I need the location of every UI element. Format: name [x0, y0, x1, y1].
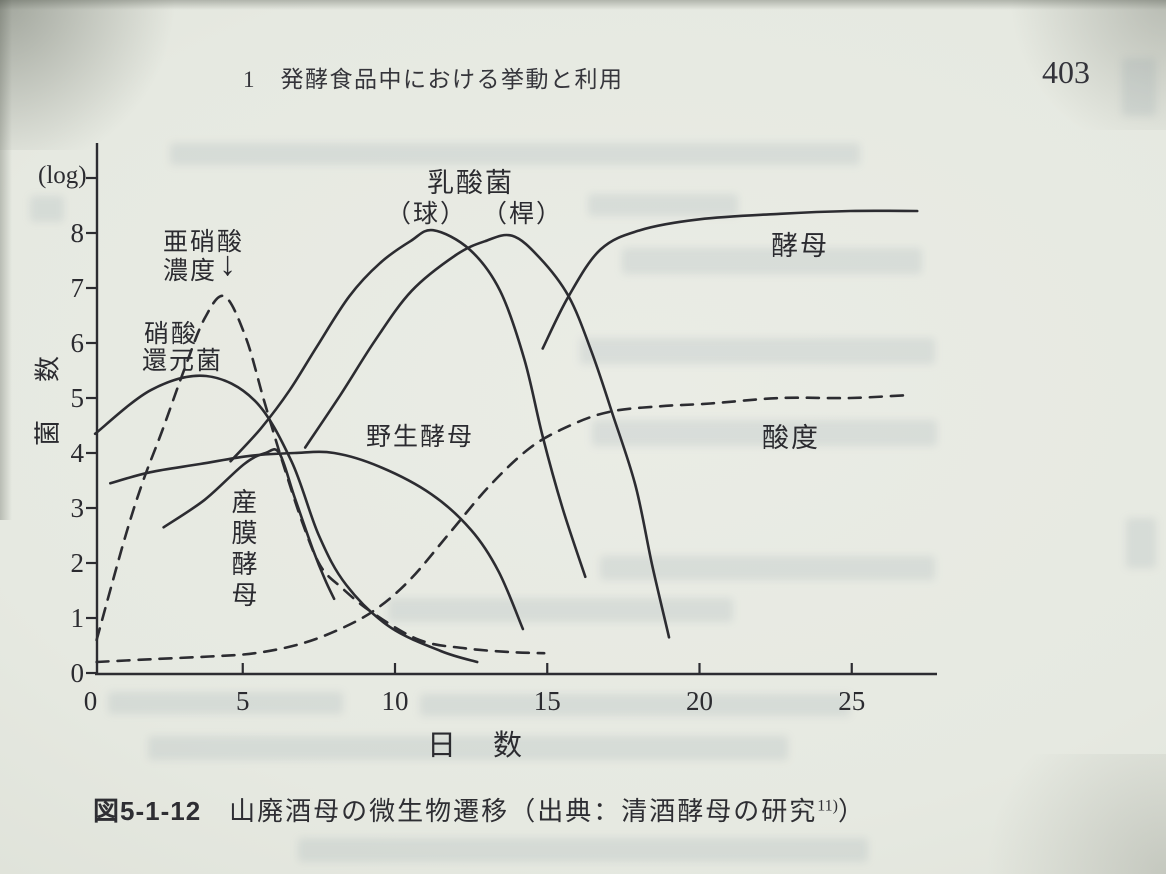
bleedthrough-artifact — [170, 143, 860, 165]
annotation-lab-rods: （桿） — [482, 201, 564, 228]
figure-caption-reference-mark: 11) — [817, 797, 838, 815]
y-tick-label: 2 — [70, 548, 85, 578]
figure-caption-source: （出典：清酒酵母の研究 — [509, 797, 818, 826]
down-arrow-icon: ↓ — [219, 246, 238, 283]
y-tick-label: 4 — [70, 438, 85, 468]
page-corner-shadow-top-left — [0, 0, 200, 150]
x-tick-label: 15 — [533, 686, 561, 716]
bleedthrough-artifact — [298, 838, 868, 862]
page-number: 403 — [1042, 54, 1090, 90]
page-edge-shadow-left — [0, 0, 12, 520]
annotation-acidity: 酸度 — [762, 423, 820, 453]
bleedthrough-artifact — [148, 736, 788, 760]
curve-nitrite_concentration — [95, 294, 546, 655]
y-tick-label: 8 — [70, 218, 85, 248]
figure-caption-number: 図5-1-12 — [93, 796, 202, 826]
y-axis-unit-label: (log) — [38, 162, 87, 189]
bleedthrough-artifact — [420, 694, 850, 716]
bleedthrough-artifact — [588, 194, 738, 216]
x-tick-label: 20 — [686, 686, 713, 716]
curve-wild_yeast — [109, 450, 525, 631]
y-tick-label: 1 — [70, 603, 85, 633]
curve-lactic_acid_bacteria_cocci — [229, 228, 587, 579]
annotation-lab-cocci: （球） — [386, 201, 468, 228]
y-tick-label: 7 — [70, 273, 85, 303]
curve-nitrate_reducing_bacteria — [93, 374, 479, 664]
bleedthrough-artifact — [622, 248, 922, 274]
y-tick-label: 0 — [70, 658, 85, 688]
annotation-lactic-acid-bacteria: 乳酸菌 — [427, 168, 514, 198]
annotation-wild-yeast: 野生酵母 — [366, 424, 475, 451]
annotation-nitrate-line1: 硝酸 — [144, 321, 199, 348]
bleedthrough-artifact — [388, 598, 733, 622]
bleedthrough-artifact — [108, 692, 343, 714]
page-corner-shadow-top-right — [986, 0, 1166, 130]
x-tick-label: 5 — [236, 686, 250, 716]
figure-caption-title: 山廃酒母の微生物遷移 — [229, 797, 510, 826]
x-axis-title: 日 数 — [427, 730, 527, 762]
running-head-section-title: 1 発酵食品中における挙動と利用 — [243, 67, 624, 92]
figure-caption: 図5-1-12 山廃酒母の微生物遷移（出典：清酒酵母の研究11)） — [93, 791, 866, 828]
annotation-nitrite-line2: 濃度 — [163, 258, 218, 285]
annotation-sake-yeast: 酵母 — [771, 231, 829, 261]
curve-acidity — [95, 394, 907, 664]
bleedthrough-artifact — [592, 420, 937, 446]
page-corner-shadow-bottom-right — [946, 754, 1166, 874]
y-tick-label: 3 — [70, 493, 85, 523]
bleedthrough-artifact — [1122, 58, 1156, 116]
curve-lactic_acid_bacteria_rods — [303, 233, 671, 639]
y-tick-label: 6 — [70, 328, 85, 358]
bleedthrough-artifact — [30, 196, 64, 222]
figure-caption-source-close: ） — [837, 797, 866, 826]
x-tick-label: 25 — [838, 686, 866, 716]
x-tick-label: 10 — [381, 686, 409, 716]
y-tick-label: 5 — [70, 383, 85, 413]
annotation-nitrate-line2: 還元菌 — [142, 348, 224, 375]
curve-sake_yeast — [541, 209, 919, 350]
x-tick-label: 0 — [83, 686, 98, 716]
bleedthrough-artifact — [1126, 518, 1156, 568]
annotation-nitrite-line1: 亜硝酸 — [163, 229, 245, 256]
annotation-film-forming-yeast: 産膜酵母 — [228, 488, 257, 612]
bleedthrough-artifact — [580, 338, 935, 364]
page-edge-shadow-top — [0, 0, 1166, 10]
